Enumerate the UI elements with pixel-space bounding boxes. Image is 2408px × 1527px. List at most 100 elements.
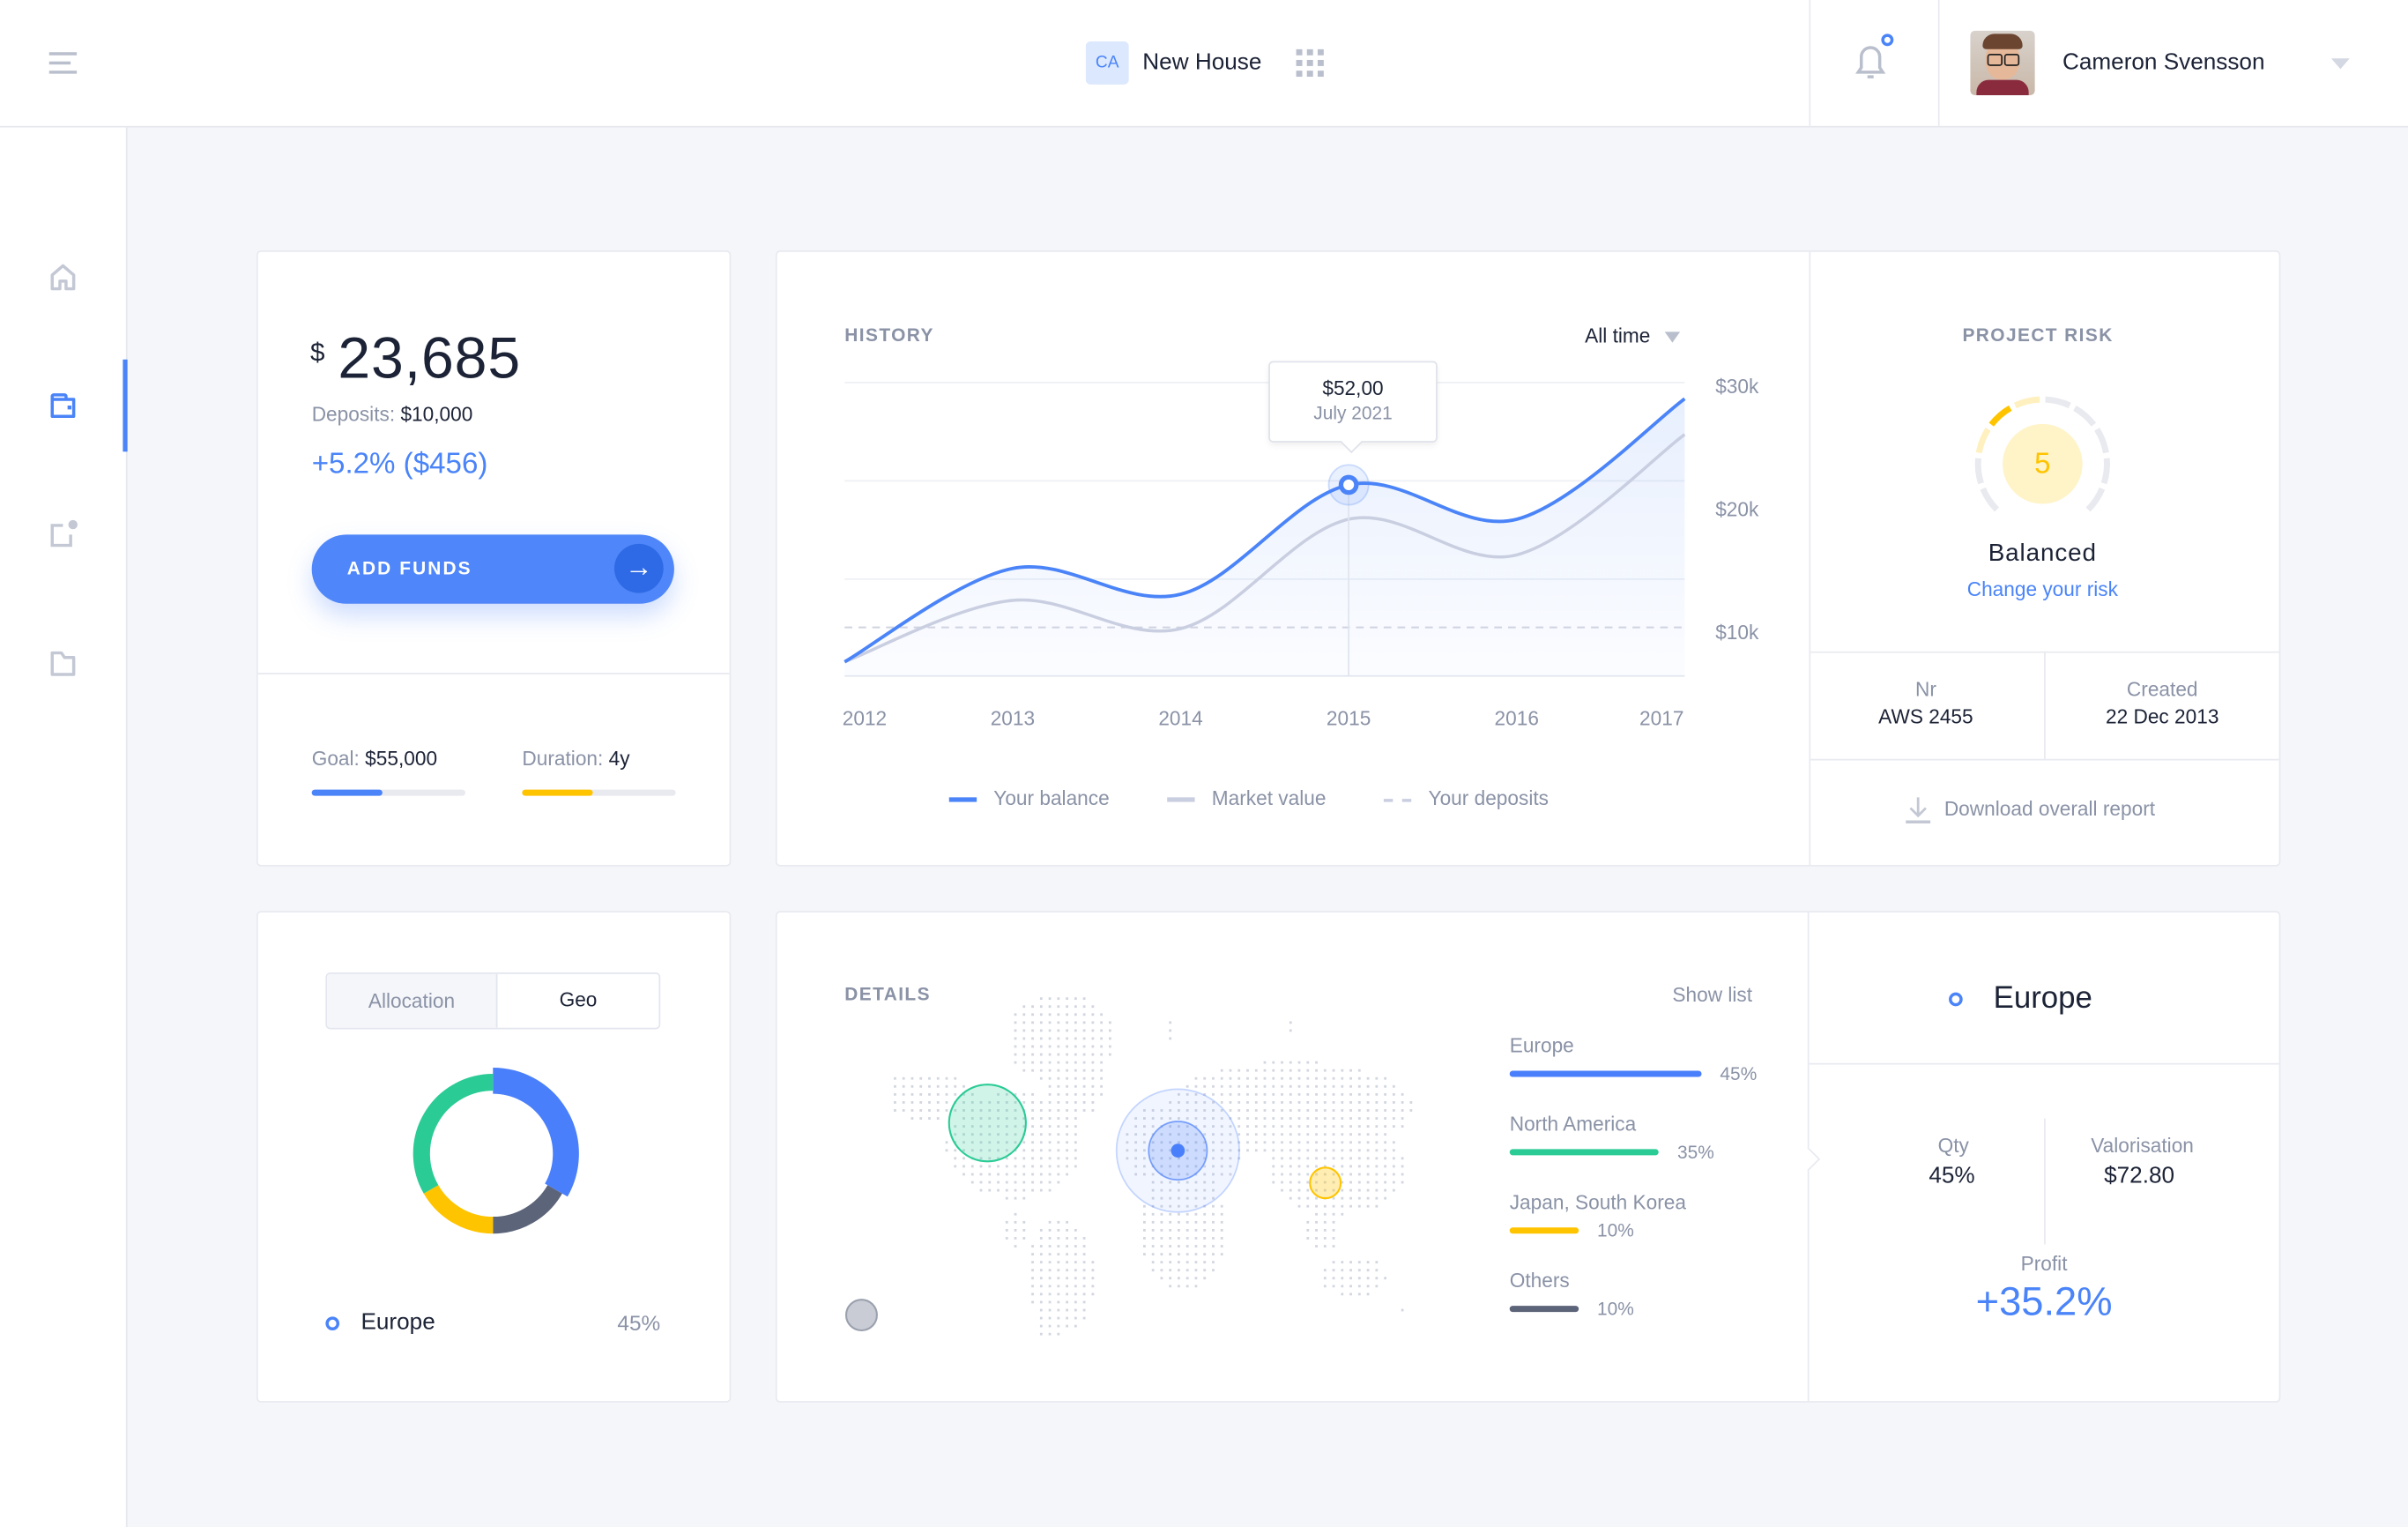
deposits: Deposits: $10,000 xyxy=(312,403,473,426)
risk-gauge-segment xyxy=(2013,396,2040,409)
project-name[interactable]: New House xyxy=(1142,48,1262,76)
duration: Duration: 4y xyxy=(522,747,629,770)
region-value: 45% xyxy=(1720,1062,1758,1085)
legend-balance[interactable]: Your balance xyxy=(948,786,1110,809)
profit-label: Profit xyxy=(2020,1252,2068,1276)
legend-deposits[interactable]: Your deposits xyxy=(1384,786,1549,809)
hover-point[interactable] xyxy=(1338,474,1359,495)
add-funds-button[interactable]: ADD FUNDS → xyxy=(311,534,674,604)
download-icon xyxy=(1906,797,1931,823)
balance-area xyxy=(844,399,1685,676)
risk-gauge-segment xyxy=(2100,458,2110,485)
goal-progress-bar xyxy=(311,789,465,796)
region-value: 10% xyxy=(1597,1219,1634,1241)
nr-value: AWS 2455 xyxy=(1878,704,1973,728)
donut-segment[interactable] xyxy=(492,1068,579,1197)
tab-geo[interactable]: Geo xyxy=(559,987,598,1011)
menu-icon[interactable] xyxy=(48,52,78,74)
currency-symbol: $ xyxy=(309,338,325,368)
divider xyxy=(2044,1118,2046,1245)
avatar[interactable] xyxy=(1970,30,2035,96)
region-name: Europe xyxy=(1993,981,2092,1016)
legend-dot xyxy=(325,1316,340,1331)
risk-gauge-segment xyxy=(2073,405,2097,427)
download-report-link[interactable]: Download overall report xyxy=(1905,796,2155,825)
risk-gauge xyxy=(1974,396,2110,512)
goal-label: Goal: xyxy=(311,746,360,770)
bell-icon[interactable] xyxy=(1852,31,1898,80)
x-tick-label: 2013 xyxy=(990,706,1036,730)
region-value: 10% xyxy=(1597,1298,1634,1320)
region-name: Europe xyxy=(1509,1033,1574,1057)
divider xyxy=(1809,1062,2279,1065)
header-divider xyxy=(1937,0,1940,126)
show-list-link[interactable]: Show list xyxy=(1672,983,1753,1007)
chart-tooltip: $52,00 July 2021 xyxy=(1268,361,1438,454)
region-name: Japan, South Korea xyxy=(1509,1190,1686,1214)
europe-bubble-center xyxy=(1171,1143,1185,1158)
donut-segment[interactable] xyxy=(423,1184,494,1234)
north-america-bubble[interactable] xyxy=(948,1084,1027,1163)
x-tick-label: 2017 xyxy=(1639,706,1684,730)
legend-market[interactable]: Market value xyxy=(1167,786,1326,809)
view-toggle: Allocation Geo xyxy=(325,972,661,1030)
created-value: 22 Dec 2013 xyxy=(2105,704,2219,728)
user-name[interactable]: Cameron Svensson xyxy=(2062,48,2265,76)
apps-grid-icon[interactable] xyxy=(1296,48,1324,78)
japan-bubble[interactable] xyxy=(1309,1166,1342,1200)
deposits-value: $10,000 xyxy=(400,402,473,426)
others-bubble[interactable] xyxy=(844,1299,878,1332)
balance-amount: 23,685 xyxy=(338,327,522,392)
divider xyxy=(257,673,730,674)
y-tick-label: $20k xyxy=(1715,497,1759,521)
risk-level-label: Balanced xyxy=(1988,540,2097,567)
x-tick-label: 2012 xyxy=(842,706,888,730)
project-badge[interactable]: CA xyxy=(1085,41,1129,85)
y-tick-label: $30k xyxy=(1715,375,1759,399)
balance-change: +5.2% ($456) xyxy=(311,448,488,481)
active-indicator xyxy=(123,359,128,452)
home-icon[interactable] xyxy=(49,263,77,291)
region-dot xyxy=(1949,992,1963,1007)
folder-icon[interactable] xyxy=(49,650,77,677)
region-name: North America xyxy=(1509,1112,1637,1136)
donut-segment[interactable] xyxy=(412,1074,494,1194)
range-select[interactable]: All time xyxy=(1585,324,1681,347)
tooltip-value: $52,00 xyxy=(1322,376,1384,400)
selected-region: Europe xyxy=(360,1308,435,1336)
x-tick-label: 2015 xyxy=(1326,706,1371,730)
risk-gauge-segment xyxy=(1988,405,2012,427)
goal: Goal: $55,000 xyxy=(312,747,437,770)
allocation-donut xyxy=(412,1068,579,1234)
valorisation-label: Valorisation xyxy=(2091,1133,2194,1158)
divider xyxy=(1810,758,2279,761)
region-bar xyxy=(1509,1070,1702,1077)
details-title: DETAILS xyxy=(844,983,931,1005)
add-funds-label: ADD FUNDS xyxy=(346,557,472,579)
wallet-icon[interactable] xyxy=(49,391,77,419)
created-label: Created xyxy=(2126,677,2198,701)
risk-gauge-segment xyxy=(2094,428,2109,454)
valorisation-value: $72.80 xyxy=(2104,1163,2175,1189)
range-select-value: All time xyxy=(1585,324,1651,347)
change-risk-link[interactable]: Change your risk xyxy=(1966,577,2118,601)
tooltip-date: July 2021 xyxy=(1313,402,1393,424)
tab-allocation[interactable]: Allocation xyxy=(327,973,498,1028)
panel-divider xyxy=(1809,251,1811,866)
risk-title: PROJECT RISK xyxy=(1962,324,2114,346)
duration-value: 4y xyxy=(608,746,630,770)
risk-level: 5 xyxy=(2034,448,2051,481)
selected-region-value: 45% xyxy=(617,1310,661,1336)
balance-line xyxy=(844,397,1686,664)
chevron-down-icon[interactable] xyxy=(2330,58,2350,70)
region-bar xyxy=(1509,1227,1579,1234)
risk-gauge-segment xyxy=(1974,458,1984,485)
x-tick-label: 2016 xyxy=(1494,706,1539,730)
divider xyxy=(2044,651,2046,759)
risk-gauge-segment xyxy=(1975,428,1991,454)
duration-label: Duration: xyxy=(522,746,604,770)
notes-icon[interactable] xyxy=(49,519,80,547)
donut-segment[interactable] xyxy=(492,1184,562,1234)
